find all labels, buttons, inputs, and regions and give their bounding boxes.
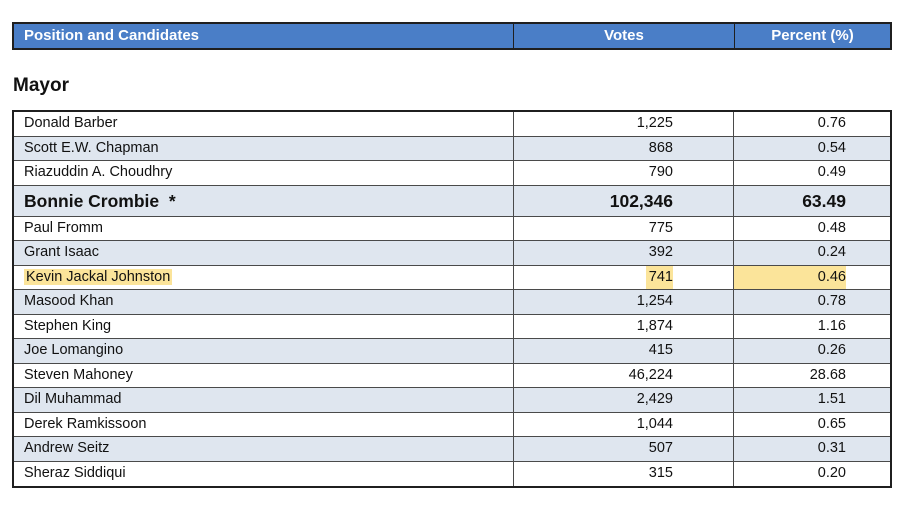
candidate-percent: 0.24 — [817, 244, 846, 260]
table-row: Joe Lomangino 415 0.26 — [14, 339, 890, 364]
candidate-percent: 0.31 — [817, 440, 846, 456]
candidate-votes: 868 — [514, 136, 734, 160]
table-row: Derek Ramkissoon 1,044 0.65 — [14, 412, 890, 437]
candidate-votes-cell: 741 — [514, 265, 734, 289]
candidate-percent: 0.78 — [817, 293, 846, 309]
candidate-name-cell: Kevin Jackal Johnston — [14, 265, 514, 289]
candidate-percent: 0.48 — [817, 219, 846, 236]
candidate-name: Masood Khan — [14, 290, 514, 314]
candidate-percent: 0.46 — [734, 265, 846, 289]
candidate-percent: 1.51 — [817, 391, 846, 407]
results-table: Donald Barber 1,225 0.76 Scott E.W. Chap… — [12, 110, 892, 488]
candidate-votes: 2,429 — [514, 388, 734, 412]
candidate-name: Riazuddin A. Choudhry — [14, 161, 514, 185]
section-title-mayor: Mayor — [13, 75, 69, 96]
table-row: Masood Khan 1,254 0.78 — [14, 290, 890, 315]
candidate-percent: 63.49 — [802, 190, 846, 211]
candidate-name: Stephen King — [14, 314, 514, 338]
candidate-votes: 392 — [514, 241, 734, 265]
candidate-percent-cell: 0.46 — [734, 265, 890, 290]
candidate-name: Sheraz Siddiqui — [14, 461, 514, 486]
candidate-votes: 1,044 — [514, 412, 734, 436]
candidate-percent: 0.49 — [817, 164, 846, 180]
candidate-votes: 1,254 — [514, 290, 734, 314]
table-row: Sheraz Siddiqui 315 0.20 — [14, 461, 890, 486]
candidate-votes: 102,346 — [514, 185, 734, 216]
candidate-percent: 0.54 — [817, 139, 846, 156]
table-row: Scott E.W. Chapman 868 0.54 — [14, 136, 890, 161]
candidate-name: Paul Fromm — [14, 216, 514, 240]
header-votes: Votes — [514, 24, 735, 48]
table-row: Donald Barber 1,225 0.76 — [14, 112, 890, 137]
table-row-highlighted: Kevin Jackal Johnston 741 0.46 — [14, 265, 890, 290]
candidate-votes: 741 — [646, 265, 673, 289]
table-row: Paul Fromm 775 0.48 — [14, 216, 890, 241]
candidate-votes: 507 — [514, 437, 734, 461]
candidate-name: Steven Mahoney — [14, 363, 514, 387]
candidate-votes: 46,224 — [514, 363, 734, 387]
candidate-votes: 315 — [514, 461, 734, 486]
candidate-percent: 0.20 — [817, 464, 846, 481]
candidate-percent: 0.76 — [817, 115, 846, 131]
candidate-votes: 415 — [514, 339, 734, 363]
candidate-name: Grant Isaac — [14, 241, 514, 265]
candidate-percent: 0.26 — [817, 342, 846, 358]
table-row: Stephen King 1,874 1.16 — [14, 314, 890, 339]
candidate-percent: 1.16 — [817, 317, 846, 334]
candidate-name: Andrew Seitz — [14, 437, 514, 461]
results-header: Position and Candidates Votes Percent (%… — [12, 22, 892, 50]
candidate-name: Joe Lomangino — [14, 339, 514, 363]
table-row: Grant Isaac 392 0.24 — [14, 241, 890, 266]
candidate-name: Scott E.W. Chapman — [14, 136, 514, 160]
candidate-name: Dil Muhammad — [14, 388, 514, 412]
candidate-name: Kevin Jackal Johnston — [24, 268, 173, 285]
candidate-votes: 775 — [514, 216, 734, 240]
candidate-percent: 0.65 — [817, 415, 846, 432]
candidate-name: Bonnie Crombie * — [14, 185, 514, 216]
table-row: Steven Mahoney 46,224 28.68 — [14, 363, 890, 388]
candidate-percent: 28.68 — [809, 366, 846, 383]
candidate-votes: 1,874 — [514, 314, 734, 338]
candidate-votes: 1,225 — [514, 112, 734, 136]
table-row: Andrew Seitz 507 0.31 — [14, 437, 890, 462]
header-percent: Percent (%) — [771, 27, 854, 44]
table-row: Dil Muhammad 2,429 1.51 — [14, 388, 890, 413]
table-row: Riazuddin A. Choudhry 790 0.49 — [14, 161, 890, 186]
candidate-name: Derek Ramkissoon — [14, 412, 514, 436]
candidate-name: Donald Barber — [14, 112, 514, 136]
table-row-winner: Bonnie Crombie * 102,346 63.49 — [14, 185, 890, 217]
header-position-candidates: Position and Candidates — [14, 24, 514, 48]
candidate-votes: 790 — [514, 161, 734, 185]
